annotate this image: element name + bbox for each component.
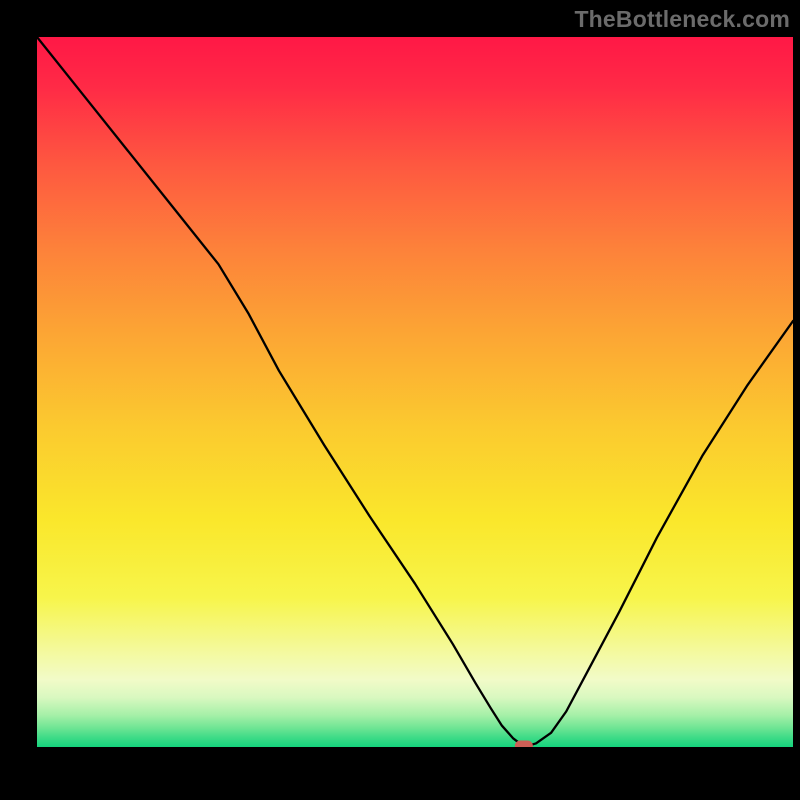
bottom-border-band [37, 747, 793, 763]
bottleneck-chart [0, 0, 800, 800]
chart-frame: TheBottleneck.com [0, 0, 800, 800]
watermark-label: TheBottleneck.com [574, 6, 790, 33]
gradient-background [37, 37, 793, 747]
